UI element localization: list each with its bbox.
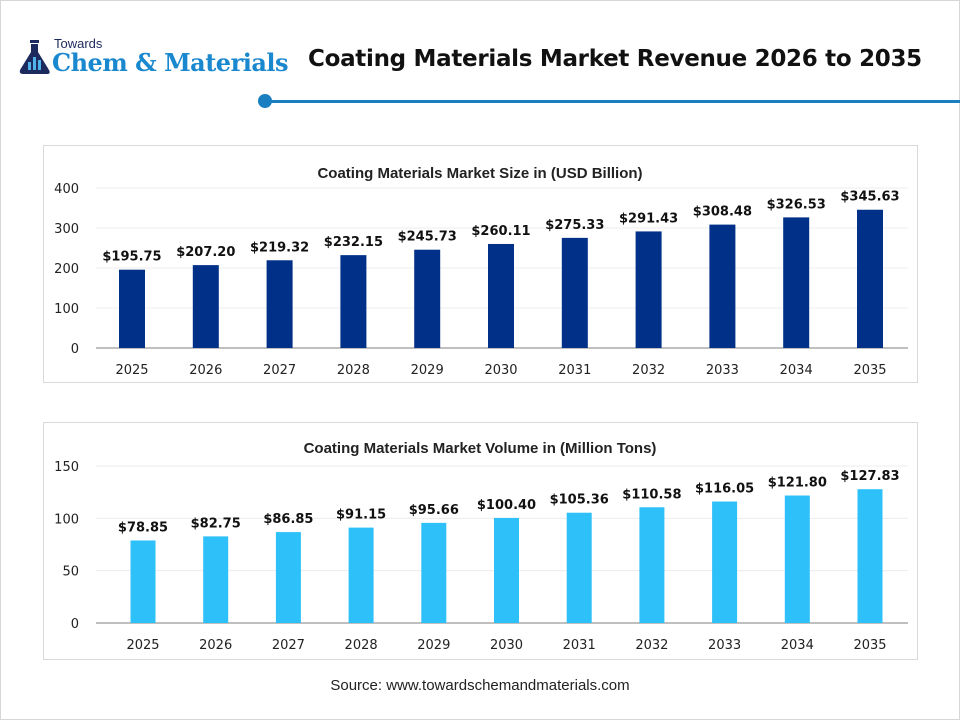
data-label: $110.58 bbox=[622, 487, 681, 502]
bar-2027 bbox=[266, 260, 293, 348]
x-tick-label: 2032 bbox=[632, 363, 665, 378]
data-label: $275.33 bbox=[545, 218, 604, 233]
x-tick-label: 2025 bbox=[126, 638, 159, 653]
market-size-chart: Coating Materials Market Size in (USD Bi… bbox=[43, 145, 918, 383]
x-tick-label: 2026 bbox=[189, 363, 222, 378]
data-label: $78.85 bbox=[118, 520, 168, 535]
logo: Towards Chem & Materials bbox=[18, 36, 289, 78]
x-tick-label: 2028 bbox=[345, 638, 378, 653]
bar-2031 bbox=[566, 512, 592, 623]
x-tick-label: 2032 bbox=[635, 638, 668, 653]
logo-main-text: Chem & Materials bbox=[52, 48, 289, 77]
bar-2027 bbox=[275, 532, 301, 623]
bar-2034 bbox=[784, 495, 810, 623]
bar-2031 bbox=[561, 237, 588, 348]
data-label: $245.73 bbox=[398, 230, 457, 245]
market-volume-chart-svg: Coating Materials Market Volume in (Mill… bbox=[54, 440, 908, 653]
x-tick-label: 2030 bbox=[484, 363, 517, 378]
bar-2035 bbox=[857, 209, 883, 348]
data-label: $86.85 bbox=[263, 512, 313, 527]
x-tick-label: 2035 bbox=[853, 363, 886, 378]
x-tick-label: 2027 bbox=[263, 363, 296, 378]
data-label: $207.20 bbox=[176, 245, 235, 260]
data-label: $219.32 bbox=[250, 240, 309, 255]
y-tick-label: 400 bbox=[54, 182, 79, 197]
x-tick-label: 2030 bbox=[490, 638, 523, 653]
data-label: $100.40 bbox=[477, 498, 536, 513]
bar-2032 bbox=[635, 231, 662, 348]
y-tick-label: 0 bbox=[71, 342, 79, 357]
logo-top-text: Towards bbox=[54, 36, 103, 51]
data-label: $232.15 bbox=[324, 235, 383, 250]
data-label: $95.66 bbox=[409, 503, 459, 518]
title-divider-line bbox=[265, 100, 960, 103]
data-label: $291.43 bbox=[619, 211, 678, 226]
data-label: $345.63 bbox=[840, 190, 899, 205]
x-tick-label: 2027 bbox=[272, 638, 305, 653]
bar-2025 bbox=[130, 540, 156, 623]
x-tick-label: 2031 bbox=[563, 638, 596, 653]
page-title: Coating Materials Market Revenue 2026 to… bbox=[308, 46, 922, 72]
y-tick-label: 100 bbox=[54, 302, 79, 317]
x-tick-label: 2026 bbox=[199, 638, 232, 653]
x-tick-label: 2028 bbox=[337, 363, 370, 378]
source-note: Source: www.towardschemandmaterials.com bbox=[330, 677, 630, 694]
data-label: $105.36 bbox=[550, 493, 609, 508]
bar-2034 bbox=[783, 217, 810, 348]
bar-2026 bbox=[192, 265, 219, 348]
data-label: $326.53 bbox=[767, 197, 826, 212]
data-label: $308.48 bbox=[693, 205, 752, 220]
x-tick-label: 2029 bbox=[417, 638, 450, 653]
y-tick-label: 50 bbox=[62, 565, 79, 580]
y-tick-label: 150 bbox=[54, 460, 79, 475]
y-tick-label: 0 bbox=[71, 617, 79, 632]
bar-2028 bbox=[340, 255, 367, 348]
x-tick-label: 2029 bbox=[411, 363, 444, 378]
bar-2030 bbox=[488, 243, 514, 348]
bar-2029 bbox=[414, 249, 441, 348]
y-tick-label: 200 bbox=[54, 262, 79, 277]
x-tick-label: 2035 bbox=[853, 638, 886, 653]
bar-2026 bbox=[203, 536, 229, 623]
bar-2029 bbox=[421, 522, 447, 623]
data-label: $116.05 bbox=[695, 482, 754, 497]
bar-2032 bbox=[639, 507, 665, 623]
data-label: $121.80 bbox=[768, 476, 827, 491]
data-label: $195.75 bbox=[102, 250, 161, 265]
bar-2035 bbox=[857, 489, 883, 623]
market-size-chart-svg: Coating Materials Market Size in (USD Bi… bbox=[54, 165, 908, 378]
x-tick-label: 2025 bbox=[115, 363, 148, 378]
y-tick-label: 300 bbox=[54, 222, 79, 237]
bar-2028 bbox=[348, 527, 374, 623]
bar-2025 bbox=[119, 269, 145, 348]
data-label: $260.11 bbox=[471, 224, 530, 239]
chart-title: Coating Materials Market Volume in (Mill… bbox=[304, 440, 657, 457]
x-tick-label: 2033 bbox=[706, 363, 739, 378]
data-label: $91.15 bbox=[336, 508, 386, 523]
bar-2033 bbox=[709, 224, 736, 348]
bar-2030 bbox=[494, 517, 519, 623]
chart-title: Coating Materials Market Size in (USD Bi… bbox=[317, 165, 642, 182]
x-tick-label: 2031 bbox=[558, 363, 591, 378]
data-label: $127.83 bbox=[840, 469, 899, 484]
flask-icon bbox=[19, 40, 50, 74]
x-tick-label: 2034 bbox=[781, 638, 814, 653]
bar-2033 bbox=[712, 501, 738, 623]
x-tick-label: 2033 bbox=[708, 638, 741, 653]
x-tick-label: 2034 bbox=[780, 363, 813, 378]
data-label: $82.75 bbox=[191, 516, 241, 531]
market-volume-chart: Coating Materials Market Volume in (Mill… bbox=[43, 422, 918, 660]
y-tick-label: 100 bbox=[54, 512, 79, 527]
